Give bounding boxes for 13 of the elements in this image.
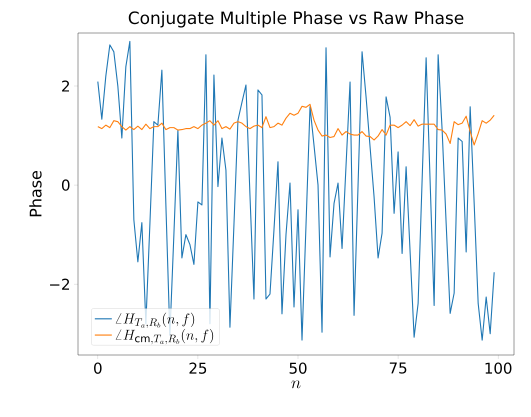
x-tick-label: 100	[486, 362, 512, 374]
x-axis-title: $n$	[291, 380, 301, 388]
chart-title: Conjugate Multiple Phase vs Raw Phase	[128, 11, 464, 28]
x-tick-label: 0	[94, 362, 102, 374]
x-tick-label: 25	[189, 362, 206, 374]
x-tick-label: 50	[290, 362, 307, 374]
x-tick-label: 75	[390, 362, 406, 374]
y-tick-label: 2	[62, 80, 69, 92]
y-tick-label: 0	[62, 179, 70, 191]
legend-label: $\angle H_{\mathrm{cm},T_a,R_b}(n,f)$	[116, 328, 214, 344]
y-axis-title: Phase	[29, 171, 42, 216]
legend-label: $\angle H_{T_a,R_b}(n,f)$	[116, 312, 194, 328]
y-tick-label: −2	[50, 278, 70, 290]
